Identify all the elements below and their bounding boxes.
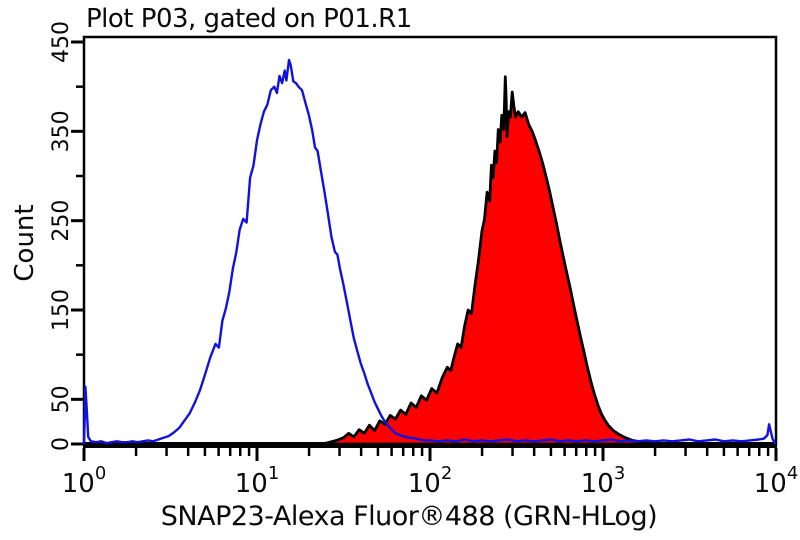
x-tick-label: 103 — [581, 463, 626, 499]
x-axis-label: SNAP23-Alexa Fluor®488 (GRN-HLog) — [160, 501, 658, 532]
y-axis-label: Count — [10, 204, 40, 282]
plot-title: Plot P03, gated on P01.R1 — [86, 4, 412, 34]
y-tick-label: 250 — [49, 200, 74, 242]
x-tick-label: 100 — [62, 463, 107, 499]
control-histogram — [82, 58, 777, 445]
y-tick-label: 50 — [49, 385, 74, 413]
plot-border — [82, 35, 778, 446]
x-tick-label: 101 — [235, 463, 280, 499]
stained-sample-histogram — [321, 75, 678, 446]
x-tick-label: 102 — [408, 463, 453, 499]
y-tick-label: 0 — [49, 437, 74, 451]
y-tick-label: 450 — [49, 21, 74, 63]
x-tick-label: 104 — [754, 463, 799, 499]
y-tick-label: 350 — [49, 110, 74, 152]
y-tick-label: 150 — [49, 289, 74, 331]
